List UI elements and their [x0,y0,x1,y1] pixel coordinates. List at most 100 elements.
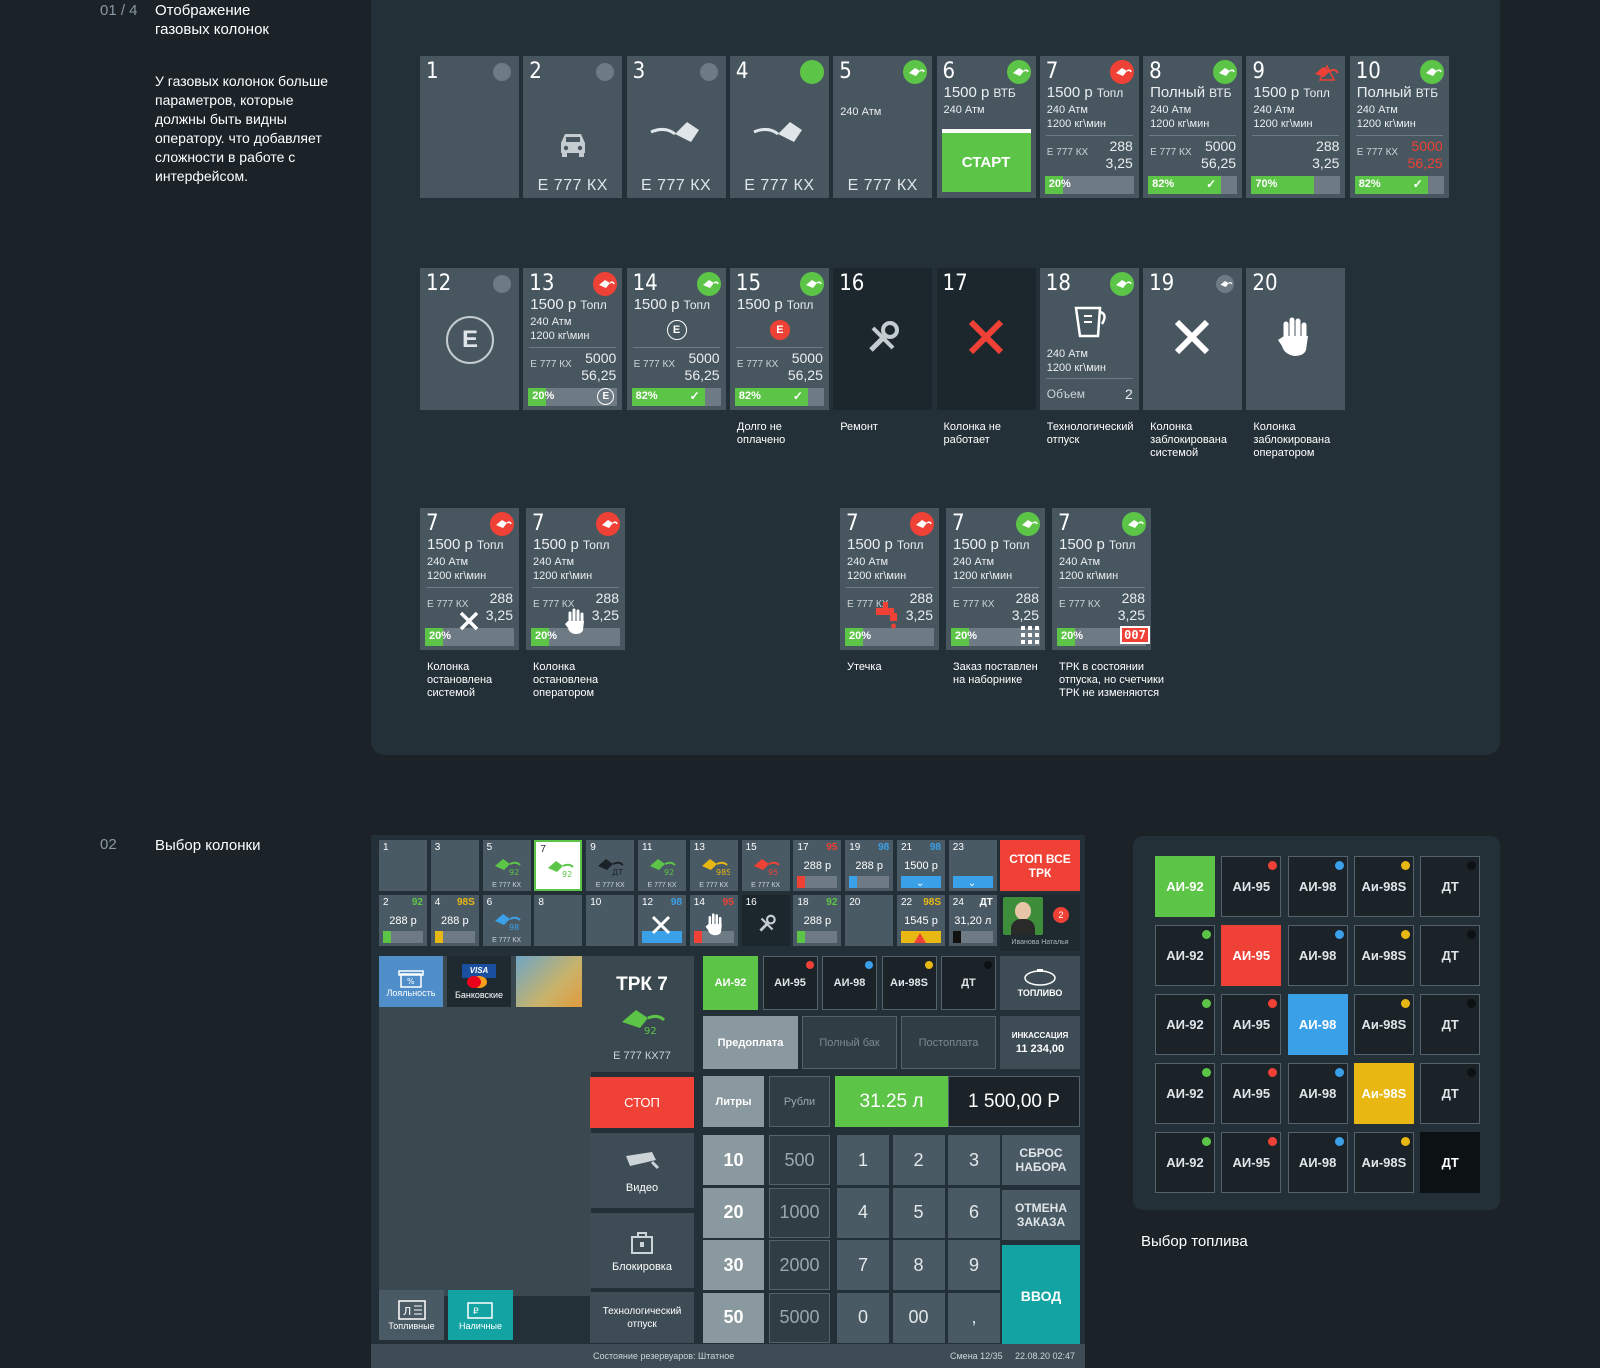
stop-all-button[interactable]: СТОП ВСЕ ТРК [1000,840,1080,891]
mode-postpay[interactable]: Постоплата [901,1016,996,1069]
pump-tile-4[interactable]: 4 Е 777 КХ [729,56,829,198]
fuel-tab-0[interactable]: АИ-92 [703,956,758,1010]
cash-button[interactable]: ₽ Наличные [448,1290,513,1340]
pump-tile-12[interactable]: 12 E [420,268,519,410]
enter-button[interactable]: ВВОД [1002,1245,1080,1347]
unit-liters[interactable]: Литры [703,1076,764,1127]
mini-pump-23[interactable]: 23 ⌄ [948,840,997,891]
pump-tile-3[interactable]: 3 Е 777 КХ [626,56,726,198]
mini-pump-6[interactable]: 6 98 Е 777 КХ [482,895,531,946]
pump-tile-8[interactable]: 8 Полный ВТБ 240 Атм 1200 кг\мин Е 777 КХ 5000… [1143,56,1243,198]
mini-pump-8[interactable]: 8 [534,895,583,946]
pump-tile-1[interactable]: 1 [420,56,519,198]
cancel-order-button[interactable]: ОТМЕНА ЗАКАЗА [1002,1190,1080,1240]
mini-pump-7[interactable]: 7 92 [534,840,583,891]
unit-rubles[interactable]: Рубли [769,1076,830,1127]
pump-tile-7[interactable]: 7 1500 р Топл 240 Атм 1200 кг\мин Е 777 КХ 288… [420,508,519,650]
pump-tile-15[interactable]: 15 1500 р Топл E Е 777 КХ 5000 56,25 82% ✓ [729,268,829,410]
operator-card[interactable]: 2 Иванова Наталья [1000,895,1080,951]
fuel-station-promo-image[interactable] [516,956,582,1007]
fuel-option-r2-2[interactable]: АИ-98 [1287,994,1348,1055]
reset-button[interactable]: СБРОС НАБОРА [1002,1135,1080,1185]
key-11[interactable]: , [948,1292,1000,1343]
loyalty-button[interactable]: % Лояльность [379,956,443,1007]
progress-text: 20% [429,630,452,642]
bank-cards-button[interactable]: VISA Банковские [447,956,511,1007]
mini-pump-1[interactable]: 1 [379,840,427,891]
preset-rubles-1000[interactable]: 1000 [769,1187,830,1238]
mode-full-tank[interactable]: Полный бак [802,1016,897,1069]
preset-liters-20[interactable]: 20 [703,1187,764,1238]
mini-pump-15[interactable]: 15 95 Е 777 КХ [741,840,790,891]
start-button[interactable]: СТАРТ [941,129,1031,192]
key-5[interactable]: 6 [948,1187,1000,1238]
mini-pump-22[interactable]: 22 98S 1545 р [897,895,945,946]
key-4[interactable]: 5 [892,1187,945,1238]
key-7[interactable]: 8 [892,1240,945,1290]
pump-tile-17[interactable]: 17 [936,268,1036,410]
key-3[interactable]: 4 [837,1187,889,1238]
fuel-button[interactable]: ТОПЛИВО [1000,956,1080,1010]
pump-tile-19[interactable]: 19 [1143,268,1243,410]
key-2[interactable]: 3 [948,1135,1000,1185]
mini-pump-16[interactable]: 16 [741,895,790,946]
mini-pump-14[interactable]: 14 95 [689,895,738,946]
video-button[interactable]: Видео [590,1133,694,1208]
volume-amount: 288 3,25 [906,590,933,624]
progress-bar: 20% [845,628,934,646]
mini-pump-20[interactable]: 20 [845,895,894,946]
fuel-cards-button[interactable]: Л Топливные [379,1290,444,1340]
fuel-option-r4-4[interactable]: ДТ [1420,1132,1481,1193]
pump-tile-7[interactable]: 7 1500 р Топл 240 Атм 1200 кг\мин Е 777 КХ 288… [526,508,625,650]
key-0[interactable]: 1 [837,1135,889,1185]
mini-pump-11[interactable]: 11 92 Е 777 КХ [638,840,686,891]
pump-tile-16[interactable]: 16 [833,268,933,410]
preset-liters-10[interactable]: 10 [703,1135,764,1185]
mini-pump-10[interactable]: 10 [586,895,635,946]
pump-tile-7[interactable]: 7 1500 р Топл 240 Атм 1200 кг\мин Е 777 КХ 288… [1052,508,1151,650]
collection-button[interactable]: ИНКАССАЦИЯ 11 234,00 [1000,1016,1080,1069]
mini-pump-24[interactable]: 24 ДТ 31,20 л [948,895,997,946]
pump-tile-6[interactable]: 6 1500 р ВТБ 240 Атм СТАРТ [936,56,1036,198]
preset-rubles-2000[interactable]: 2000 [769,1240,830,1290]
key-1[interactable]: 2 [892,1135,945,1185]
pump-tile-7[interactable]: 7 1500 р Топл 240 Атм 1200 кг\мин Е 777 КХ 288… [946,508,1045,650]
preset-liters-30[interactable]: 30 [703,1240,764,1290]
mini-pump-3[interactable]: 3 [430,840,479,891]
pump-tile-2[interactable]: 2 Е 777 КХ [523,56,623,198]
mini-pump-13[interactable]: 13 98S Е 777 КХ [689,840,738,891]
tech-release-button[interactable]: Технологический отпуск [590,1292,694,1343]
mini-pump-5[interactable]: 5 92 Е 777 КХ [482,840,531,891]
stop-button[interactable]: СТОП [590,1077,694,1128]
preset-rubles-5000[interactable]: 5000 [769,1292,830,1343]
mini-pump-4[interactable]: 4 98S 288 р [430,895,479,946]
mode-prepay[interactable]: Предоплата [703,1016,798,1069]
pump-tile-18[interactable]: 18 240 Атм 1200 кг\мин Объем 2 [1039,268,1139,410]
preset-liters-50[interactable]: 50 [703,1292,764,1343]
mini-pump-12[interactable]: 12 98 [638,895,686,946]
mini-pump-2[interactable]: 2 92 288 р [379,895,427,946]
mini-pump-17[interactable]: 17 95 288 р [793,840,842,891]
pump-tile-7[interactable]: 7 1500 р Топл 240 Атм 1200 кг\мин Е 777 КХ 288… [840,508,939,650]
key-8[interactable]: 9 [948,1240,1000,1290]
mini-pump-19[interactable]: 19 98 288 р [845,840,894,891]
pump-tile-7[interactable]: 7 1500 р Топл 240 Атм 1200 кг\мин Е 777 КХ 288… [1039,56,1139,198]
pump-tile-5[interactable]: 5 240 Атм Е 777 КХ [833,56,933,198]
fuel-option-r3-3[interactable]: Аи-98S [1353,1063,1414,1124]
mini-pump-21[interactable]: 21 98 1500 р ⌄ [897,840,945,891]
pump-tile-10[interactable]: 10 Полный ВТБ 240 Атм 1200 кг\мин Е 777 КХ 500… [1349,56,1449,198]
fuel-option-r1-1[interactable]: АИ-95 [1221,925,1282,986]
pump-tile-14[interactable]: 14 1500 р Топл E Е 777 КХ 5000 56,25 82% ✓ [626,268,726,410]
key-9[interactable]: 0 [837,1292,889,1343]
notification-badge[interactable]: 2 [1053,907,1069,923]
pump-tile-20[interactable]: 20 [1246,268,1346,410]
mini-pump-9[interactable]: 9 ДТ Е 777 КХ [586,840,635,891]
pump-tile-9[interactable]: 9 1500 р Топл 240 Атм 1200 кг\мин 288 3,25 70% [1246,56,1346,198]
mini-pump-18[interactable]: 18 92 288 р [793,895,842,946]
key-10[interactable]: 00 [892,1292,945,1343]
preset-rubles-500[interactable]: 500 [769,1135,830,1185]
lock-button[interactable]: Блокировка [590,1213,694,1288]
key-6[interactable]: 7 [837,1240,889,1290]
pump-tile-13[interactable]: 13 1500 р Топл 240 Атм 1200 кг\мин Е 777 КХ 50… [523,268,623,410]
fuel-option-r0-0[interactable]: АИ-92 [1155,856,1215,917]
